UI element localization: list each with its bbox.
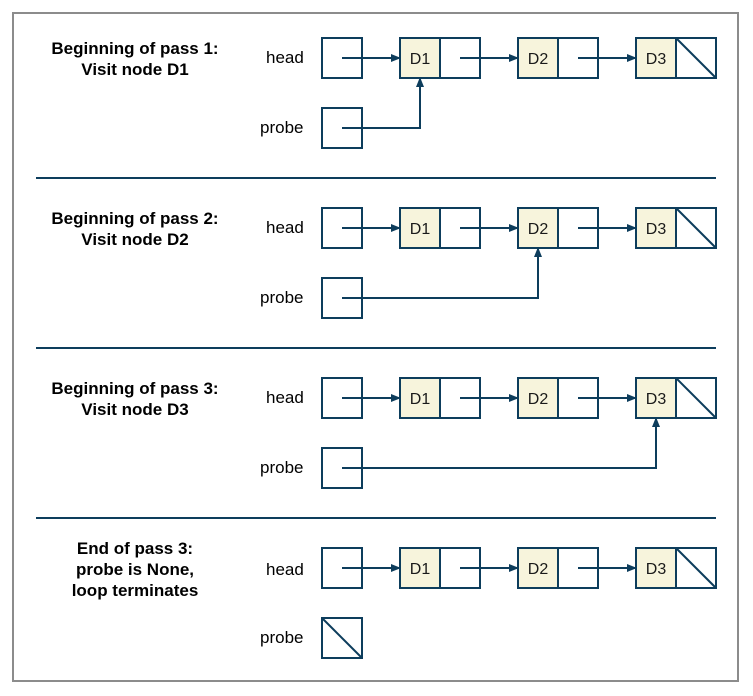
panel-4-node-D1-label: D1 [410, 561, 431, 578]
panel-2-node-D3-label: D3 [646, 221, 667, 238]
panel-1-title: Beginning of pass 1: Visit node D1 [20, 38, 250, 80]
panel-3-node-D2-label: D2 [528, 391, 549, 408]
panel-2-probe-arrow [342, 247, 542, 299]
panel-1-head-label: head [266, 48, 304, 67]
panel-2-title-line-2: Visit node D2 [81, 230, 189, 249]
panel-1-title-line-2: Visit node D1 [81, 60, 189, 79]
panel-4-probe-label: probe [260, 628, 304, 647]
panel-3-title-line-1: Beginning of pass 3: [51, 379, 219, 398]
panel-3-node-D1-label: D1 [410, 391, 431, 408]
panel-4-node-D2-label: D2 [528, 561, 549, 578]
panel-4-null-slash [675, 547, 717, 589]
panel-3-probe-arrow [342, 417, 660, 469]
panel-2-null-slash [675, 207, 717, 249]
panel-3-title: Beginning of pass 3: Visit node D3 [20, 378, 250, 420]
panel-3-probe-label: probe [260, 458, 304, 477]
panel-2-node-D2-data-cell [517, 207, 559, 249]
panel-1-title-line-1: Beginning of pass 1: [51, 39, 219, 58]
panel-1-probe-arrow [342, 77, 424, 129]
panel-1-probe-label: probe [260, 118, 304, 137]
panel-4-node-D3-data-cell [635, 547, 677, 589]
panel-2-title: Beginning of pass 2: Visit node D2 [20, 208, 250, 250]
panel-2-probe-label: probe [260, 288, 304, 307]
panel-1-node-D1-label: D1 [410, 51, 431, 68]
panel-2-title-line-1: Beginning of pass 2: [51, 209, 219, 228]
panel-3-title-line-2: Visit node D3 [81, 400, 189, 419]
panel-2-head-label: head [266, 218, 304, 237]
panel-2-node-D1-label: D1 [410, 221, 431, 238]
panel-3-head-label: head [266, 388, 304, 407]
panel-4-title-line-2: probe is None, [75, 560, 195, 579]
panel-4-node-D2-data-cell [517, 547, 559, 589]
panel-2-node-D2-label: D2 [528, 221, 549, 238]
panel-4-title-line-3: loop terminates [71, 581, 199, 600]
panel-1-node-D2-data-cell [517, 37, 559, 79]
panel-4-probe-null-slash [321, 617, 363, 659]
panel-2-node-D3-data-cell [635, 207, 677, 249]
panel-3-null-slash [675, 377, 717, 419]
panel-4-title-line-1: End of pass 3: [76, 539, 194, 558]
panel-4-node-D3-label: D3 [646, 561, 667, 578]
panel-1-node-D3-label: D3 [646, 51, 667, 68]
panel-3-node-D1-data-cell [399, 377, 441, 419]
panel-1-node-D2-label: D2 [528, 51, 549, 68]
panel-4-title: End of pass 3: probe is None, loop termi… [20, 538, 250, 601]
panel-4-head-label: head [266, 560, 304, 579]
panel-3-node-D3-label: D3 [646, 391, 667, 408]
panel-1-null-slash [675, 37, 717, 79]
